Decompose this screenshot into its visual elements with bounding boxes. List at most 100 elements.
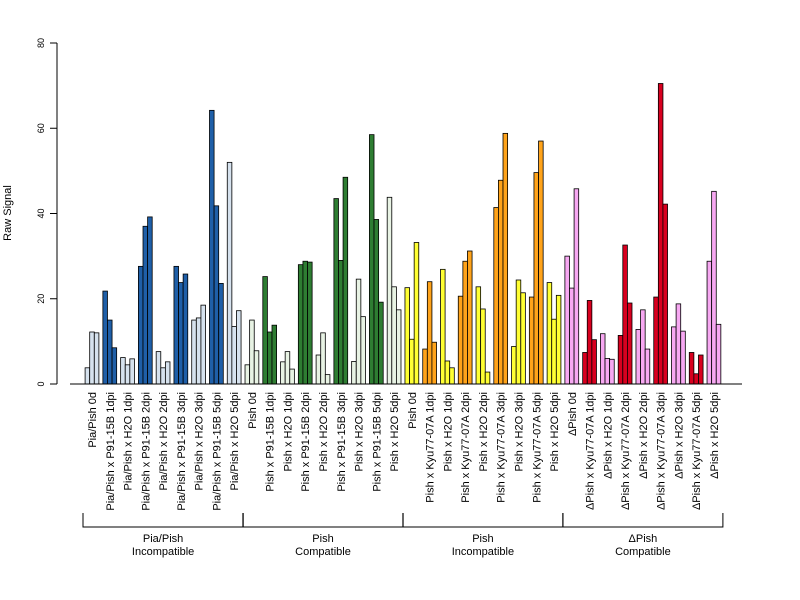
x-tick-label: Pish x H2O 2dpi [478, 392, 490, 471]
bar [600, 333, 606, 385]
x-tick-label: Pia/Pish x H2O 2dpi [158, 392, 170, 490]
bar [511, 346, 517, 385]
x-tick-label: Pia/Pish x P91-15B 2dpi [140, 392, 152, 511]
x-tick-label: ΔPish x Kyu77-07A 2dpi [620, 392, 632, 510]
group-bracket [402, 513, 564, 528]
bar [129, 358, 135, 385]
bar [573, 188, 580, 385]
bar [551, 318, 557, 385]
bar [253, 350, 260, 385]
bar [457, 295, 464, 385]
bar [124, 364, 131, 385]
bar [271, 324, 277, 385]
bar [680, 330, 686, 385]
bar [462, 260, 468, 385]
bar [200, 304, 206, 385]
y-tick-label: 40 [36, 208, 46, 218]
bar [155, 351, 162, 385]
bar [715, 323, 722, 385]
bar [706, 260, 713, 385]
x-tick-label: Pish 0d [407, 392, 419, 429]
bar [284, 351, 291, 385]
bar [307, 261, 313, 385]
group-bracket [242, 513, 404, 528]
x-tick-label: ΔPish 0d [567, 392, 579, 436]
bar [333, 198, 339, 385]
bar [120, 357, 126, 385]
bar [297, 264, 304, 385]
bar [569, 287, 575, 385]
bar [431, 341, 437, 385]
bar [582, 352, 588, 385]
bar [102, 290, 108, 385]
bar [84, 367, 91, 385]
x-tick-label: Pish x P91-15B 1dpi [265, 392, 277, 492]
x-tick-label: ΔPish x Kyu77-07A 3dpi [656, 392, 668, 510]
x-tick-label: ΔPish x H2O 2dpi [638, 392, 650, 479]
bar [422, 348, 428, 385]
x-tick-label: Pish x H2O 5dpi [549, 392, 561, 471]
y-tick-label: 60 [36, 123, 46, 133]
x-tick-label: Pish x H2O 2dpi [318, 392, 330, 471]
bar [231, 326, 237, 385]
x-tick-label: Pia/Pish 0d [87, 392, 99, 448]
bar [142, 225, 149, 385]
bars [84, 83, 722, 385]
bar [226, 161, 233, 385]
bar [302, 260, 308, 385]
x-tick-label: Pia/Pish x P91-15B 1dpi [105, 392, 117, 511]
x-tick-label: Pish x P91-15B 5dpi [371, 392, 383, 492]
bar [355, 278, 362, 385]
bar [444, 360, 451, 385]
bar [262, 276, 268, 385]
x-tick-label: Pish x Kyu77-07A 5dpi [531, 392, 543, 503]
bar [609, 358, 615, 385]
bar [644, 348, 651, 385]
bar [520, 292, 526, 385]
x-tick-label: ΔPish x H2O 3dpi [673, 392, 685, 479]
bar [213, 205, 220, 385]
bar [107, 319, 113, 385]
bar [653, 296, 659, 385]
bar [657, 83, 664, 385]
x-tick-label: Pish x H2O 5dpi [389, 392, 401, 471]
bar [209, 109, 215, 385]
group-label-line1: ΔPish [629, 533, 658, 545]
bar [138, 265, 144, 385]
bar [386, 196, 393, 385]
bar [467, 250, 473, 385]
x-tick-label: Pish x Kyu77-07A 2dpi [460, 392, 472, 503]
bar [515, 279, 522, 385]
bar [191, 319, 197, 385]
bar [640, 309, 646, 385]
x-tick-label: Pia/Pish x P91-15B 5dpi [211, 392, 223, 511]
bar [320, 332, 326, 385]
bar [591, 339, 597, 385]
bar [249, 319, 255, 385]
x-tick-label: Pish x H2O 1dpi [282, 392, 294, 471]
bar [369, 134, 375, 385]
group-label-line1: Pia/Pish [143, 533, 183, 545]
bar [617, 335, 624, 385]
x-tick-label: ΔPish x Kyu77-07A 1dpi [585, 392, 597, 510]
bar [675, 303, 682, 385]
bar [289, 368, 295, 385]
x-tick-label: Pia/Pish x H2O 1dpi [123, 392, 135, 490]
bar [409, 338, 415, 385]
bar [484, 371, 491, 385]
bar [635, 329, 641, 385]
group-label-line1: Pish [472, 533, 493, 545]
x-tick-label: Pish x H2O 3dpi [513, 392, 525, 471]
bar [244, 364, 251, 385]
y-tick-label: 20 [36, 294, 46, 304]
bar [502, 132, 509, 385]
bar [338, 259, 344, 385]
bar [662, 203, 668, 385]
bar [404, 287, 410, 385]
bar [218, 282, 224, 385]
x-tick-label: Pish x H2O 1dpi [442, 392, 454, 471]
bar [324, 374, 331, 385]
bar [475, 286, 482, 385]
group-bracket [82, 513, 244, 528]
